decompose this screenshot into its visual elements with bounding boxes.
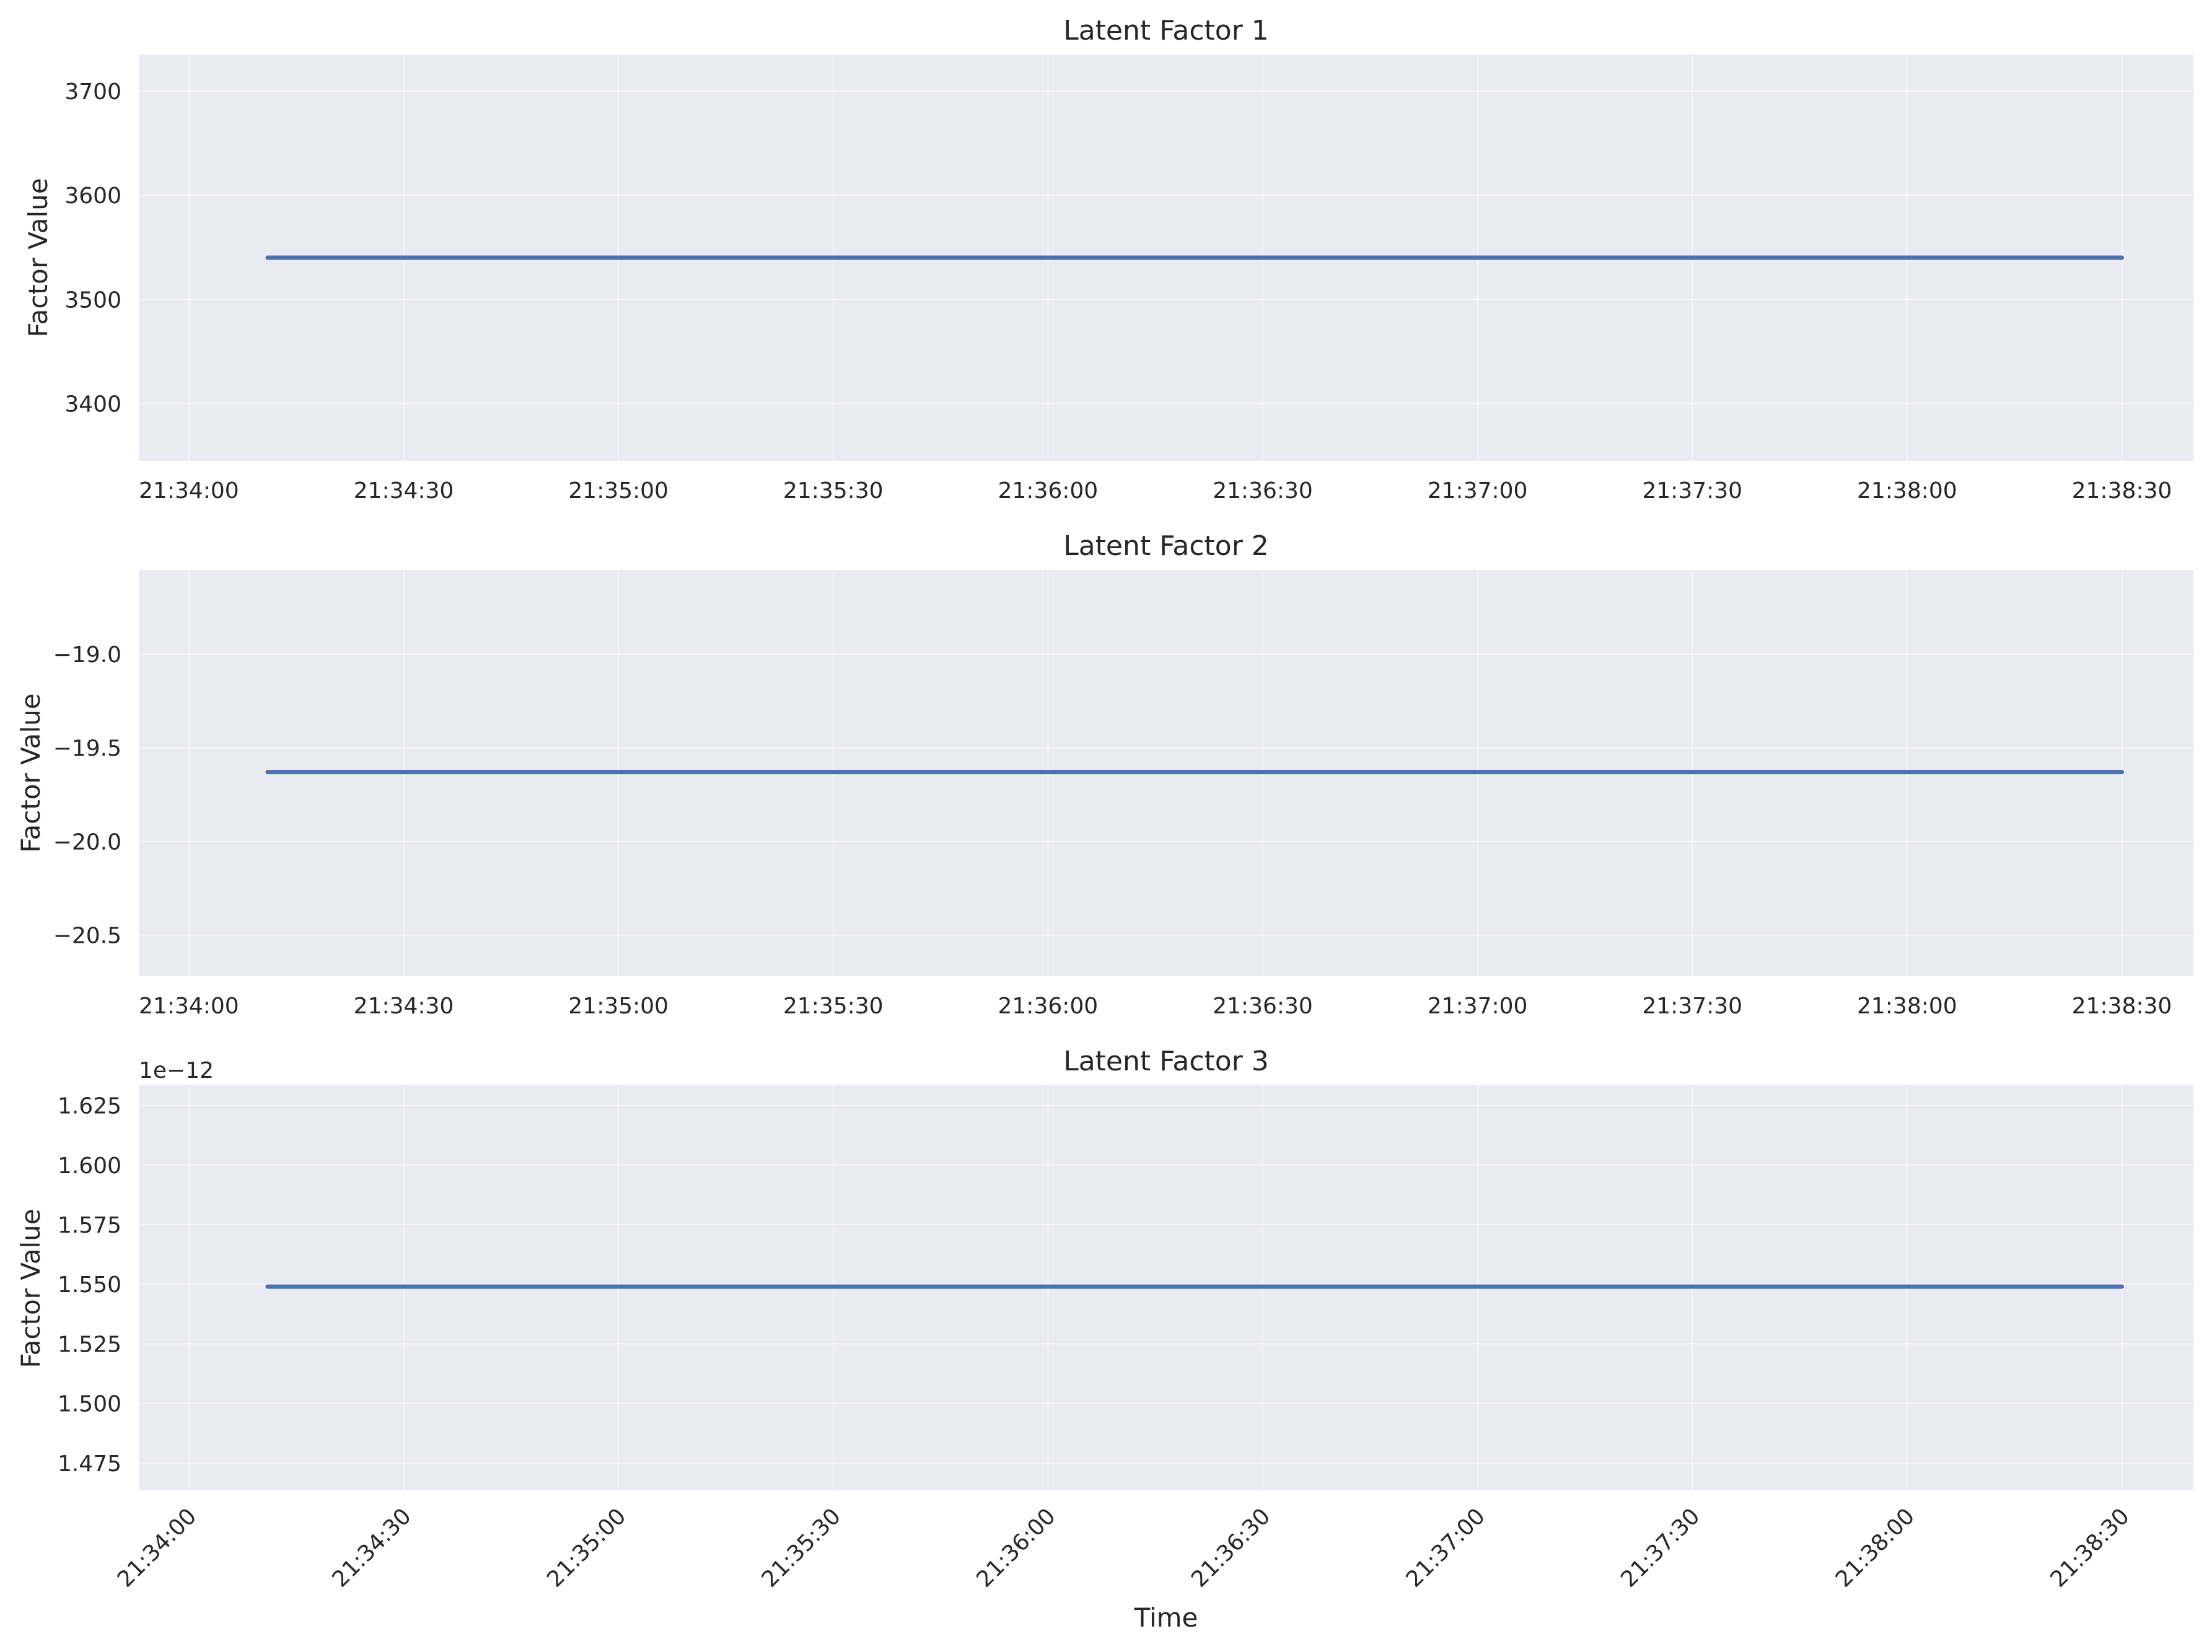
y-tick-label: 3600 [64,183,121,209]
x-tick-label: 21:35:00 [568,994,669,1019]
subplot-3: 21:34:00 21:34:30 21:35:00 21:35:30 21:36:00… [15,1046,2193,1633]
subplot-1: 21:34:00 21:34:30 21:35:00 21:35:30 21:36:00… [23,15,2193,504]
x-tick-label: 21:37:30 [1642,994,1742,1019]
y-tick-label: 3700 [64,79,121,105]
y-gridlines-2 [139,653,2193,936]
y-tick-labels-2: −20.5 −20.0 −19.5 −19.0 [53,642,121,948]
y-tick-label: 1.500 [58,1392,121,1417]
subplot-2: 21:34:00 21:34:30 21:35:00 21:35:30 21:36:00… [15,530,2193,1019]
y-tick-label: −20.0 [53,829,121,855]
y-offset-label-3: 1e−12 [139,1058,214,1083]
x-tick-label: 21:35:30 [783,478,884,504]
y-tick-label: −20.5 [53,923,121,948]
x-tick-label: 21:38:30 [2072,478,2172,504]
y-tick-labels-1: 3400 3500 3600 3700 [64,79,121,417]
x-tick-label: 21:37:00 [1428,478,1528,504]
x-tick-label: 21:36:30 [1213,478,1313,504]
y-axis-label-1: Factor Value [23,178,53,337]
y-tick-label: 1.550 [58,1272,121,1298]
chart-title-3: Latent Factor 3 [1063,1046,1269,1077]
x-tick-label: 21:37:30 [1642,478,1742,504]
y-axis-label-2: Factor Value [15,693,46,852]
y-gridlines-3 [139,1104,2193,1464]
y-tick-label: 1.575 [58,1213,121,1238]
y-tick-labels-3: 1.475 1.500 1.525 1.550 1.575 1.600 1.625 [58,1094,121,1477]
x-tick-label: 21:34:00 [139,994,239,1019]
x-tick-labels-2: 21:34:00 21:34:30 21:35:00 21:35:30 21:36:00… [139,994,2172,1019]
x-tick-label: 21:34:30 [354,994,454,1019]
y-tick-label: −19.5 [53,736,121,761]
y-tick-label: 3400 [64,391,121,417]
x-tick-label: 21:36:00 [998,994,1099,1019]
x-tick-label: 21:38:30 [2072,994,2172,1019]
x-tick-label: 21:34:30 [354,478,454,504]
y-tick-label: 3500 [64,287,121,313]
chart-title-2: Latent Factor 2 [1063,530,1269,562]
x-tick-label: 21:34:00 [139,478,239,504]
x-tick-label: 21:35:30 [783,994,884,1019]
y-axis-label-3: Factor Value [15,1208,46,1368]
x-tick-labels-1: 21:34:00 21:34:30 21:35:00 21:35:30 21:36:00… [139,478,2172,504]
x-tick-label: 21:38:00 [1857,478,1957,504]
x-axis-label-3: Time [1134,1602,1198,1633]
y-tick-label: 1.475 [58,1451,121,1477]
x-tick-label: 21:35:00 [568,478,669,504]
x-tick-label: 21:36:00 [998,478,1099,504]
x-tick-label: 21:38:00 [1857,994,1957,1019]
y-tick-label: 1.625 [58,1094,121,1119]
chart-title-1: Latent Factor 1 [1063,15,1269,46]
y-tick-label: 1.525 [58,1332,121,1357]
y-gridlines-1 [139,90,2193,404]
y-tick-label: 1.600 [58,1153,121,1179]
x-tick-label: 21:37:00 [1428,994,1528,1019]
y-tick-label: −19.0 [53,642,121,668]
x-tick-label: 21:36:30 [1213,994,1313,1019]
